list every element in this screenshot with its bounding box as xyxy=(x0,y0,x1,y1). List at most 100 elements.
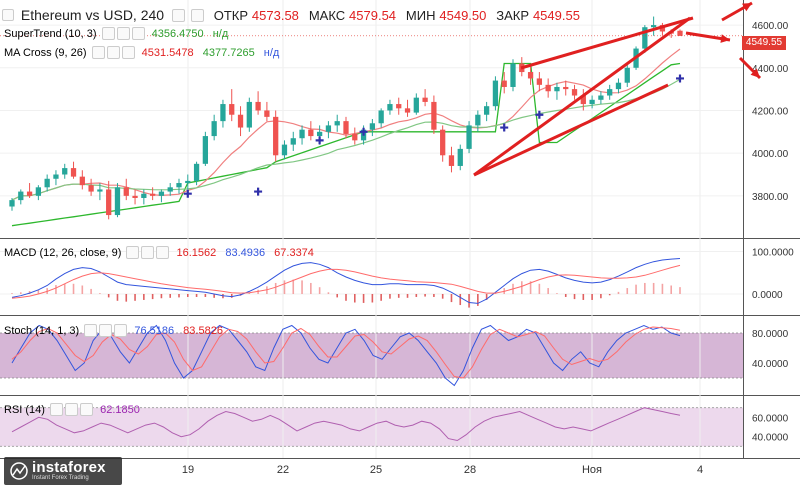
rsi-settings-icon[interactable] xyxy=(65,403,79,416)
date-tick-label: Ноя xyxy=(582,464,602,476)
candle-body xyxy=(580,95,586,105)
stoch-band xyxy=(0,333,743,378)
hide-icon[interactable] xyxy=(190,8,204,22)
stoch-legend[interactable]: Stoch (14, 1, 3) 76.5186 83.5826 xyxy=(4,324,223,337)
close-label: ЗАКР xyxy=(496,7,530,23)
ma-cross-eye-icon[interactable] xyxy=(91,46,105,59)
stoch-d-line xyxy=(11,326,681,379)
open-value: 4573.58 xyxy=(251,7,299,23)
candle xyxy=(114,183,121,218)
candle xyxy=(132,189,138,205)
candle xyxy=(290,131,296,152)
macd-settings-icon[interactable] xyxy=(141,246,155,259)
supertrend-label: SuperTrend (10, 3) xyxy=(4,27,97,40)
macd-legend[interactable]: MACD (12, 26, close, 9) 16.1562 83.4936 … xyxy=(4,246,314,259)
candle xyxy=(457,144,463,171)
candle-body xyxy=(510,63,516,87)
chart-header: Ethereum vs USD, 240 ОТКР 4573.58 МАКС 4… xyxy=(2,6,580,23)
supertrend-legend[interactable]: SuperTrend (10, 3) 4356.4750 н/д xyxy=(4,27,228,40)
candle xyxy=(123,178,129,201)
candle-body xyxy=(501,80,507,87)
candle-body xyxy=(396,104,402,109)
candle-body xyxy=(44,178,50,188)
macd-signal-line xyxy=(11,264,681,299)
rsi-legend[interactable]: RSI (14) 62.1850 xyxy=(4,403,140,416)
open-label: ОТКР xyxy=(213,7,249,23)
candle xyxy=(308,121,314,141)
candle xyxy=(211,114,217,141)
candle-body xyxy=(273,116,279,156)
ma-cross-marker xyxy=(254,187,263,196)
rsi-band xyxy=(0,407,743,447)
ma-cross-settings-icon[interactable] xyxy=(106,46,120,59)
candle-body xyxy=(264,110,270,117)
date-tick-label: 22 xyxy=(277,464,289,476)
candle-body xyxy=(281,144,288,156)
candle xyxy=(62,163,68,179)
candle-body xyxy=(457,148,463,166)
candle-body xyxy=(545,84,551,92)
candle-body xyxy=(352,133,358,141)
rsi-tick-label: 40.0000 xyxy=(752,433,789,444)
settings-icon[interactable] xyxy=(171,8,185,22)
candle-body xyxy=(18,191,24,201)
candle xyxy=(325,121,332,139)
candle-body xyxy=(53,174,59,179)
logo-mark-icon xyxy=(10,462,28,480)
candle xyxy=(237,106,244,137)
rsi-eye-icon[interactable] xyxy=(50,403,64,416)
collapse-icon[interactable] xyxy=(2,9,14,22)
candle xyxy=(264,101,270,122)
candle xyxy=(642,25,648,53)
candle-body xyxy=(642,27,648,49)
macd-close-icon[interactable] xyxy=(156,246,170,259)
candle-body xyxy=(176,183,182,188)
candle-body xyxy=(440,129,446,156)
last-price-badge: 4549.55 xyxy=(742,36,786,50)
rsi-line xyxy=(11,407,681,442)
candle xyxy=(88,178,94,196)
candle-body xyxy=(448,155,455,166)
supertrend-close-icon[interactable] xyxy=(131,27,145,40)
candle xyxy=(571,84,578,100)
candle-body xyxy=(563,86,569,90)
candle-body xyxy=(202,136,209,164)
candle-body xyxy=(334,121,340,126)
candle-body xyxy=(492,80,499,107)
arrow-up-head xyxy=(742,3,752,12)
candle xyxy=(185,174,191,190)
candle xyxy=(378,108,384,128)
candle-body xyxy=(193,163,200,181)
candle xyxy=(580,89,586,111)
ma-cross-legend[interactable]: MA Cross (9, 26) 4531.5478 4377.7265 н/д xyxy=(4,46,279,59)
supertrend-settings-icon[interactable] xyxy=(116,27,130,40)
candle-body xyxy=(88,185,94,192)
candle-body xyxy=(598,95,604,100)
candle xyxy=(220,99,226,128)
candle xyxy=(677,29,683,36)
stoch-eye-icon[interactable] xyxy=(84,324,98,337)
candle-body xyxy=(106,189,112,216)
ma-cross-marker xyxy=(315,136,324,145)
high-value: 4579.54 xyxy=(349,7,397,23)
candle-body xyxy=(299,129,305,139)
candle xyxy=(352,127,358,145)
supertrend-eye-icon[interactable] xyxy=(101,27,115,40)
candle xyxy=(158,189,165,203)
candle-body xyxy=(483,106,490,115)
date-tick-label: 25 xyxy=(370,464,382,476)
macd-eye-icon[interactable] xyxy=(126,246,140,259)
candle-body xyxy=(123,187,129,196)
candle xyxy=(176,178,182,194)
candle xyxy=(149,187,156,201)
candle-body xyxy=(220,104,226,122)
stoch-settings-icon[interactable] xyxy=(99,324,113,337)
stoch-close-icon[interactable] xyxy=(114,324,128,337)
ma-cross-close-icon[interactable] xyxy=(121,46,135,59)
candle-body xyxy=(369,123,376,130)
candle xyxy=(492,76,499,111)
rsi-close-icon[interactable] xyxy=(80,403,94,416)
candle-body xyxy=(211,121,217,137)
candle xyxy=(35,185,42,201)
